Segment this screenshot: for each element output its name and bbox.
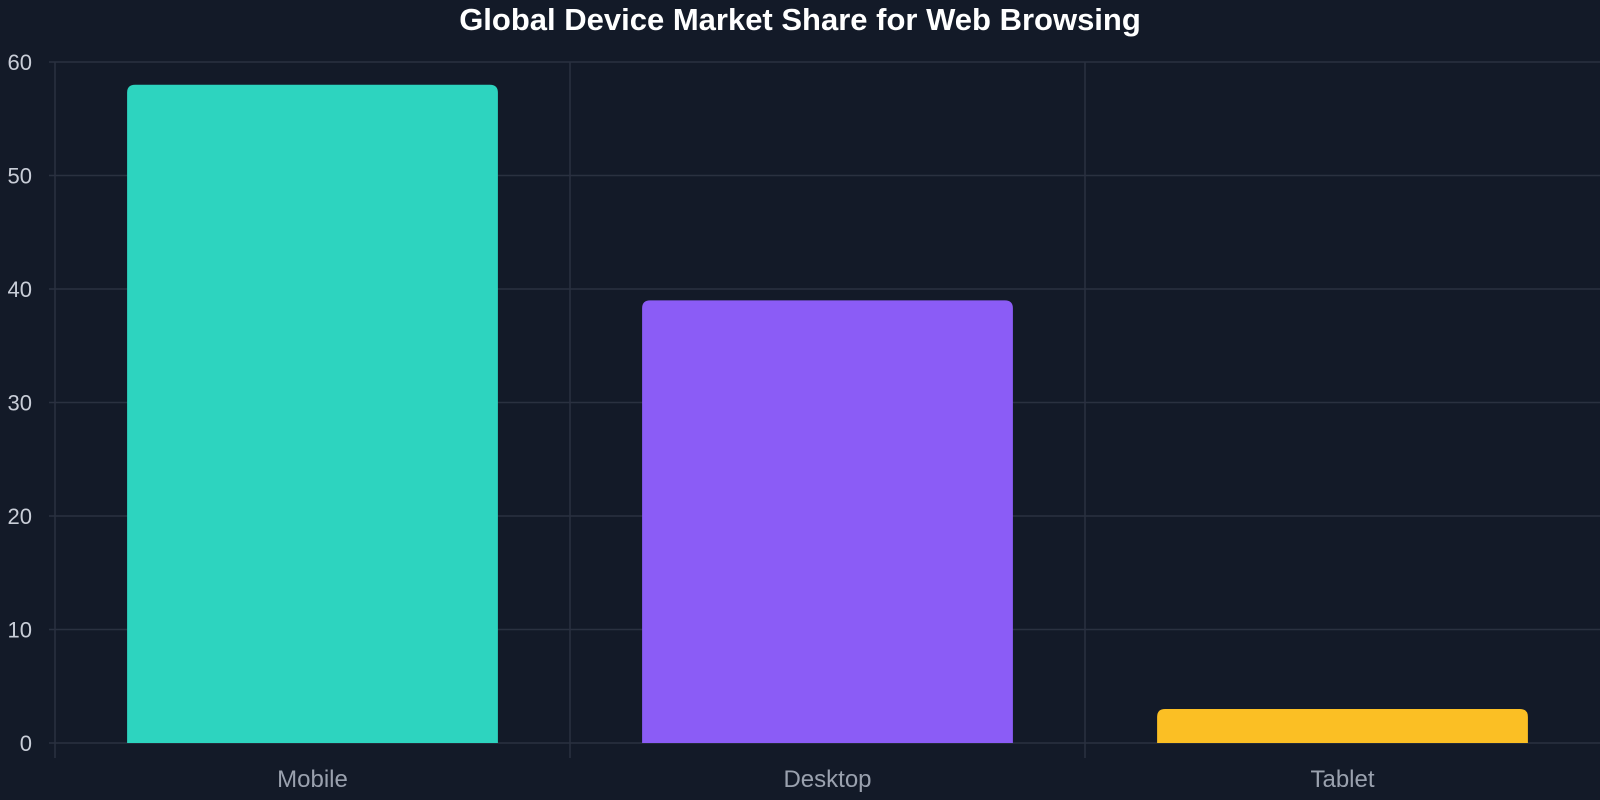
y-tick-label: 60 (8, 50, 32, 75)
x-tick-label: Desktop (783, 766, 871, 793)
x-tick-label: Mobile (277, 766, 348, 793)
y-tick-label: 0 (20, 731, 32, 756)
y-tick-label: 10 (8, 618, 32, 643)
y-tick-label: 40 (8, 277, 32, 302)
bar-desktop (642, 300, 1013, 743)
y-tick-label: 30 (8, 391, 32, 416)
y-tick-label: 20 (8, 504, 32, 529)
bar-mobile (127, 84, 498, 743)
bar-layer (127, 84, 1528, 743)
chart-title: Global Device Market Share for Web Brows… (459, 2, 1141, 37)
y-tick-label: 50 (8, 164, 32, 189)
label-layer: 0 10 20 30 40 50 60 Mobile Desktop Tablet (8, 50, 1375, 793)
x-tick-label: Tablet (1310, 766, 1374, 793)
bar-tablet (1157, 708, 1528, 743)
